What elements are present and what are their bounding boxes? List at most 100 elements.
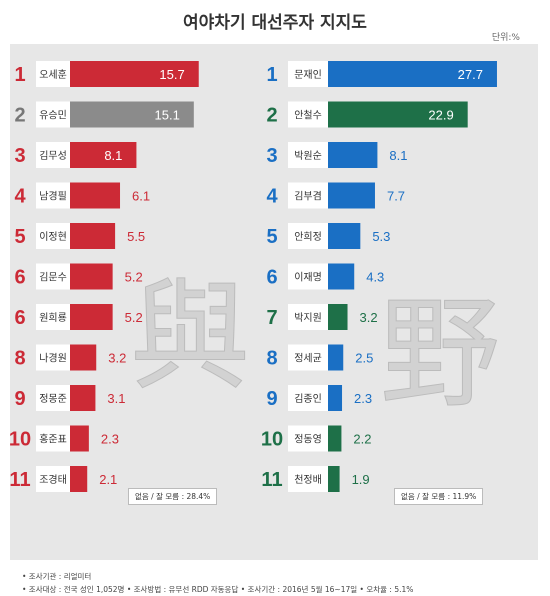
candidate-name: 정세균: [294, 353, 322, 365]
candidate-name: 김무성: [39, 150, 67, 162]
candidate-name: 나경원: [39, 352, 67, 365]
rank-label: 7: [266, 307, 277, 329]
rank-label: 2: [14, 105, 25, 127]
bar: [70, 182, 121, 209]
rank-label: 5: [266, 226, 277, 248]
name-box: [288, 466, 328, 492]
name-box: [288, 101, 328, 128]
candidate-name: 문재인: [294, 69, 322, 81]
value-label: 5.3: [372, 229, 390, 244]
name-box: [36, 466, 70, 492]
bar: [70, 344, 97, 371]
value-label: 8.1: [104, 148, 122, 163]
value-label: 2.2: [353, 432, 371, 447]
value-label: 5.5: [127, 229, 145, 244]
name-box: [288, 142, 328, 168]
value-label: 5.2: [125, 310, 143, 325]
rank-label: 1: [14, 64, 25, 86]
candidate-name: 박원순: [294, 150, 322, 162]
name-box: [288, 263, 328, 290]
bar: [328, 385, 343, 411]
rank-label: 10: [261, 429, 283, 451]
bar: [328, 425, 342, 452]
value-label: 3.2: [360, 310, 378, 325]
watermark-left: 與: [130, 268, 250, 407]
bar: [70, 263, 113, 290]
bar: [328, 304, 348, 330]
right-note: 없음 / 잘 모름 : 11.9%: [394, 488, 484, 505]
rank-label: 11: [9, 469, 30, 491]
value-label: 2.3: [101, 432, 119, 447]
rank-label: 10: [9, 429, 31, 451]
value-label: 3.2: [108, 351, 126, 366]
candidate-name: 이재명: [294, 272, 322, 284]
name-box: [36, 385, 70, 411]
candidate-name: 안희정: [294, 231, 322, 243]
watermark-right: 野: [380, 285, 500, 424]
bar: [328, 142, 378, 168]
name-box: [288, 182, 328, 209]
candidate-name: 김부겸: [294, 191, 322, 203]
bar: [328, 344, 344, 371]
candidate-name: 정몽준: [39, 393, 67, 405]
footer-line-1: • 조사기관 : 리얼미터: [22, 572, 92, 581]
name-box: [36, 425, 70, 452]
rank-label: 2: [266, 105, 277, 127]
value-label: 1.9: [352, 472, 370, 487]
candidate-name: 유승민: [39, 110, 67, 122]
candidate-name: 정동영: [294, 434, 322, 446]
name-box: [36, 263, 70, 290]
rank-label: 9: [14, 388, 25, 410]
rank-label: 6: [14, 267, 25, 289]
left-note: 없음 / 잘 모름 : 28.4%: [128, 488, 218, 505]
name-box: [36, 223, 70, 249]
name-box: [288, 61, 328, 87]
value-label: 2.1: [99, 472, 117, 487]
value-label: 15.1: [155, 108, 180, 123]
chart-panel: [10, 44, 538, 560]
bar: [70, 425, 89, 452]
bar: [328, 263, 355, 290]
candidate-name: 김문수: [39, 272, 67, 284]
value-label: 22.9: [428, 108, 453, 123]
candidate-name: 오세훈: [39, 68, 67, 81]
name-box: [36, 61, 70, 87]
unit-label: 단위:%: [491, 33, 520, 43]
candidate-name: 조경태: [39, 473, 67, 486]
rank-label: 5: [14, 226, 25, 248]
bar: [70, 466, 88, 492]
bar: [70, 101, 194, 128]
candidate-name: 홍준표: [39, 433, 67, 446]
value-label: 8.1: [389, 148, 407, 163]
bar: [328, 182, 375, 209]
name-box: [288, 425, 328, 452]
footer: • 조사기관 : 리얼미터 • 조사대상 : 전국 성인 1,052명 • 조사…: [22, 570, 413, 596]
candidate-name: 박지원: [294, 312, 322, 324]
bar: [70, 385, 96, 411]
value-label: 6.1: [132, 189, 150, 204]
candidate-name: 천정배: [294, 474, 322, 486]
bar: [328, 466, 340, 492]
bar: [70, 61, 199, 87]
value-label: 27.7: [458, 67, 483, 82]
bar: [70, 223, 116, 249]
chart-title: 여야차기 대선주자 지지도: [183, 13, 367, 33]
bar: [328, 101, 468, 128]
value-label: 7.7: [387, 189, 405, 204]
name-box: [36, 344, 70, 371]
name-box: [36, 182, 70, 209]
name-box: [36, 142, 70, 168]
name-box: [288, 344, 328, 371]
rank-label: 3: [14, 145, 25, 167]
rank-label: 4: [14, 186, 26, 208]
footer-line-2: • 조사대상 : 전국 성인 1,052명 • 조사방법 : 유무선 RDD 자…: [22, 585, 414, 594]
rank-label: 6: [266, 267, 277, 289]
rank-label: 1: [266, 64, 277, 86]
candidate-name: 김종인: [294, 393, 322, 405]
name-box: [288, 385, 328, 411]
candidate-name: 안철수: [294, 110, 322, 122]
value-label: 15.7: [159, 67, 184, 82]
bar: [70, 304, 113, 330]
rank-label: 3: [266, 145, 277, 167]
